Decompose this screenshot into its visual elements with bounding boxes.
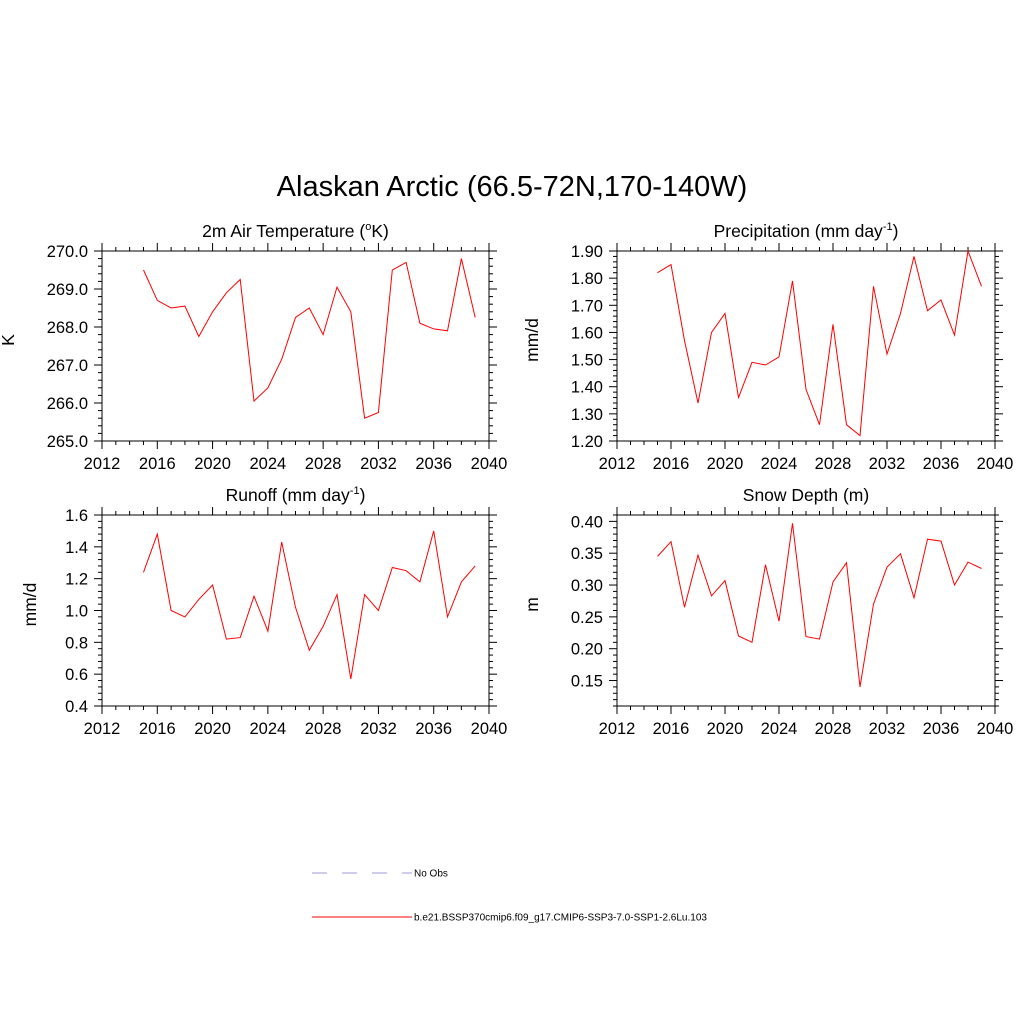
x-tick-label: 2024	[249, 720, 286, 738]
series-line	[657, 523, 982, 687]
x-tick-label: 2024	[761, 455, 798, 473]
x-tick-label: 2020	[707, 720, 744, 738]
x-tick-label: 2032	[360, 455, 397, 473]
x-tick-label: 2016	[653, 720, 690, 738]
x-tick-label: 2012	[599, 720, 636, 738]
x-tick-label: 2028	[815, 720, 852, 738]
x-tick-label: 2028	[305, 455, 342, 473]
x-tick-label: 2040	[471, 720, 508, 738]
y-tick-label: 1.40	[571, 379, 603, 397]
y-tick-label: 1.90	[571, 243, 603, 261]
x-tick-label: 2012	[84, 720, 121, 738]
chart-panel-4: Snow Depth (m) m 2012 2016 2020 2024 2028 2032 2…	[522, 485, 1013, 738]
chart-panel-1: 2m Air Temperature (oK) K 2012 2016 2020 2024…	[0, 221, 507, 473]
x-tick-label: 2032	[360, 720, 397, 738]
x-tick-label: 2040	[471, 455, 508, 473]
plot-frame	[101, 514, 490, 707]
y-tick-label: 1.80	[571, 270, 603, 288]
y-tick-label: 0.40	[571, 513, 603, 531]
y-axis-title: mm/d	[20, 583, 40, 627]
y-axis-title: mm/d	[522, 318, 542, 362]
y-tick-label: 1.0	[65, 603, 88, 621]
x-tick-label: 2012	[84, 455, 121, 473]
chart-panel-3: Runoff (mm day-1) mm/d 2012 2016 2020 2024 202…	[20, 485, 507, 738]
panel-title: 2m Air Temperature (oK)	[202, 221, 389, 241]
panel-title: Runoff (mm day-1)	[226, 485, 366, 505]
legend: No Obs b.e21.BSSP370cmip6.f09_g17.CMIP6-…	[312, 869, 707, 924]
series-line	[657, 249, 982, 437]
x-tick-label: 2036	[415, 455, 452, 473]
panel-title: Precipitation (mm day-1)	[714, 221, 899, 241]
y-tick-label: 265.0	[47, 433, 88, 451]
y-tick-label: 1.50	[571, 352, 603, 370]
x-tick-label: 2036	[415, 720, 452, 738]
chart-panel-2: Precipitation (mm day-1) mm/d 2012 2016 2020…	[522, 221, 1013, 473]
y-tick-label: 1.4	[65, 539, 88, 557]
y-tick-label: 0.15	[571, 673, 603, 691]
series-line	[143, 258, 476, 419]
y-tick-label: 268.0	[47, 319, 88, 337]
y-tick-label: 269.0	[47, 281, 88, 299]
x-tick-label: 2016	[139, 720, 176, 738]
y-tick-label: 1.60	[571, 324, 603, 342]
series-line	[143, 530, 476, 679]
x-tick-label: 2020	[707, 455, 744, 473]
legend-model-label: b.e21.BSSP370cmip6.f09_g17.CMIP6-SSP3-7.…	[414, 913, 707, 924]
x-tick-label: 2036	[923, 455, 960, 473]
x-tick-label: 2024	[761, 720, 798, 738]
x-tick-label: 2012	[599, 455, 636, 473]
y-axis-title: K	[0, 334, 18, 346]
x-tick-label: 2032	[869, 720, 906, 738]
y-axis-title: m	[522, 597, 542, 612]
y-tick-label: 1.6	[65, 507, 88, 525]
legend-obs-label: No Obs	[414, 869, 448, 880]
y-tick-label: 0.25	[571, 609, 603, 627]
y-tick-label: 1.30	[571, 406, 603, 424]
y-tick-label: 1.20	[571, 433, 603, 451]
y-tick-label: 267.0	[47, 357, 88, 375]
y-tick-label: 0.8	[65, 634, 88, 652]
x-tick-label: 2040	[977, 455, 1014, 473]
x-tick-label: 2016	[653, 455, 690, 473]
y-tick-label: 0.6	[65, 666, 88, 684]
x-tick-label: 2036	[923, 720, 960, 738]
y-tick-label: 0.35	[571, 545, 603, 563]
y-tick-label: 0.4	[65, 698, 88, 716]
x-tick-label: 2020	[194, 455, 231, 473]
y-tick-label: 1.2	[65, 571, 88, 589]
y-tick-label: 0.30	[571, 577, 603, 595]
plot-frame	[101, 250, 490, 442]
x-tick-label: 2020	[194, 720, 231, 738]
figure-title: Alaskan Arctic (66.5-72N,170-140W)	[277, 171, 748, 203]
x-tick-label: 2028	[815, 455, 852, 473]
x-tick-label: 2016	[139, 455, 176, 473]
x-tick-label: 2032	[869, 455, 906, 473]
y-tick-label: 266.0	[47, 395, 88, 413]
plot-frame	[616, 514, 996, 707]
x-tick-label: 2028	[305, 720, 342, 738]
y-tick-label: 1.70	[571, 297, 603, 315]
chart-panels: 2m Air Temperature (oK) K 2012 2016 2020 2024…	[0, 221, 1013, 738]
y-tick-label: 270.0	[47, 243, 88, 261]
panel-title: Snow Depth (m)	[743, 485, 869, 505]
x-tick-label: 2040	[977, 720, 1014, 738]
x-tick-label: 2024	[249, 455, 286, 473]
y-tick-label: 0.20	[571, 641, 603, 659]
